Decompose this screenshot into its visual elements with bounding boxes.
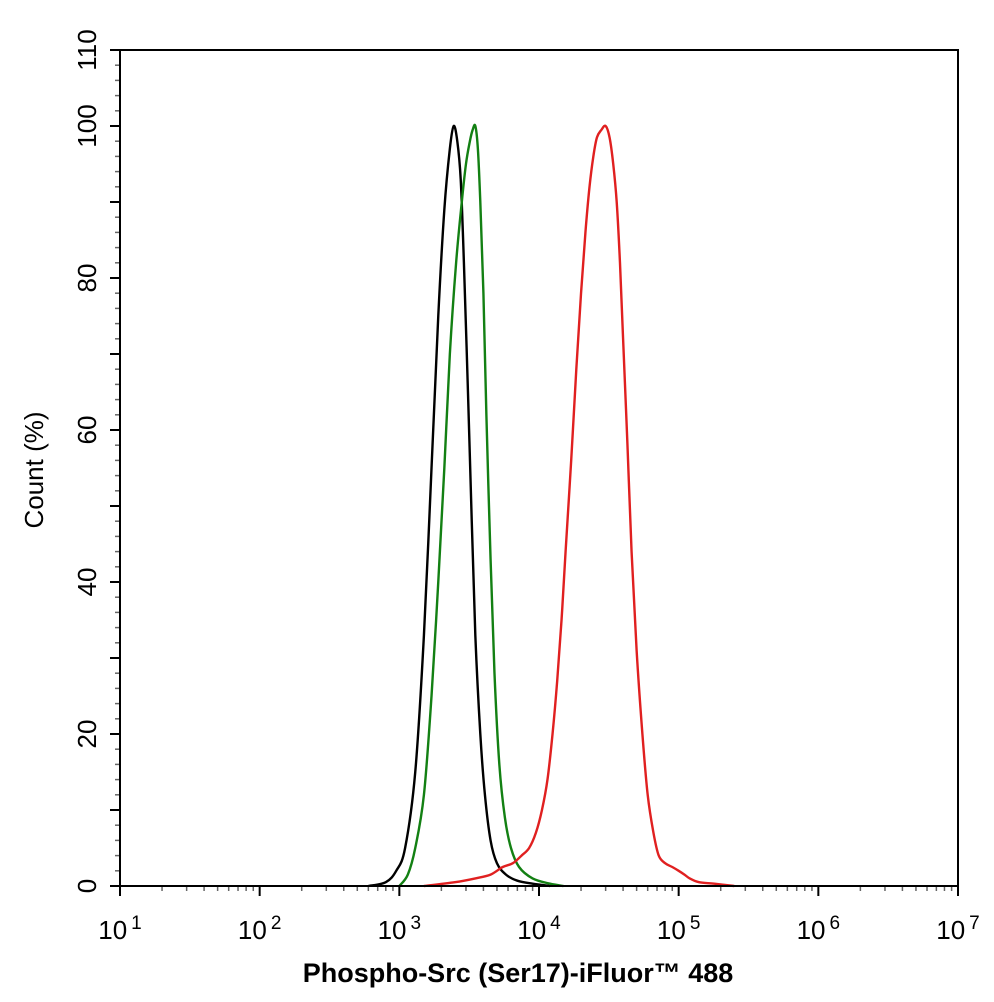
y-tick-label: 60 [72, 416, 102, 445]
x-tick-exponent: 2 [271, 913, 282, 934]
y-axis-title: Count (%) [19, 411, 49, 528]
x-tick-label: 10 5 [657, 913, 701, 945]
x-tick-exponent: 7 [969, 913, 980, 934]
series-2-line [423, 124, 735, 888]
y-tick-label: 40 [72, 568, 102, 597]
y-tick-label: 0 [72, 879, 102, 893]
y-tick-label: 80 [72, 264, 102, 293]
x-tick-exponent: 3 [411, 913, 422, 934]
x-tick-label: 10 3 [378, 913, 422, 945]
x-tick-label: 10 6 [797, 913, 841, 945]
x-tick-base: 10 [98, 915, 127, 945]
x-tick-base: 10 [936, 915, 965, 945]
y-tick-label: 20 [72, 720, 102, 749]
x-tick-exponent: 1 [131, 913, 142, 934]
x-tick-base: 10 [238, 915, 267, 945]
y-tick-label: 100 [72, 104, 102, 147]
x-tick-exponent: 6 [830, 913, 841, 934]
x-tick-base: 10 [517, 915, 546, 945]
x-tick-label: 10 1 [98, 913, 142, 945]
y-tick-label: 110 [72, 29, 102, 70]
x-tick-base: 10 [797, 915, 826, 945]
series-0-line [368, 124, 551, 888]
plot-area [120, 123, 958, 888]
x-tick-base: 10 [657, 915, 686, 945]
x-tick-label: 10 2 [238, 913, 282, 945]
x-axis-title: Phospho-Src (Ser17)-iFluor™ 488 [303, 958, 734, 988]
series-1-line [398, 123, 564, 888]
x-tick-base: 10 [378, 915, 407, 945]
plot-frame [119, 49, 959, 887]
x-tick-label: 10 4 [517, 913, 561, 945]
x-tick-exponent: 4 [550, 913, 561, 934]
x-tick-exponent: 5 [690, 913, 701, 934]
x-tick-label: 10 7 [936, 913, 980, 945]
